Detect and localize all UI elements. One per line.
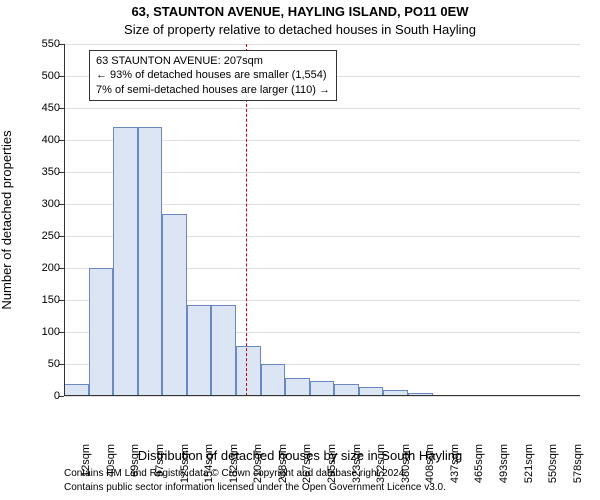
histogram-bar (138, 127, 163, 396)
plot-area: 63 STAUNTON AVENUE: 207sqm ← 93% of deta… (64, 44, 580, 396)
histogram-bar (310, 381, 335, 396)
histogram-bar (162, 214, 187, 396)
y-tick-label: 100 (20, 326, 60, 338)
y-tick-label: 500 (20, 70, 60, 82)
y-tick-label: 200 (20, 262, 60, 274)
y-tick-label: 50 (20, 358, 60, 370)
histogram-bar (113, 127, 138, 396)
y-tick-label: 150 (20, 294, 60, 306)
y-axis-label: Number of detached properties (0, 130, 14, 309)
gridline (64, 108, 580, 109)
annotation-line1: 63 STAUNTON AVENUE: 207sqm (96, 54, 330, 68)
chart-container: 63, STAUNTON AVENUE, HAYLING ISLAND, PO1… (0, 0, 600, 500)
histogram-bar (236, 346, 261, 396)
y-tick-label: 450 (20, 102, 60, 114)
histogram-bar (285, 378, 310, 396)
gridline (64, 396, 580, 397)
y-tick-label: 400 (20, 134, 60, 146)
y-tick-label: 0 (20, 390, 60, 402)
y-tick-label: 250 (20, 230, 60, 242)
chart-title-subtitle: Size of property relative to detached ho… (0, 22, 600, 37)
histogram-bar (211, 305, 236, 396)
x-axis-label: Distribution of detached houses by size … (0, 448, 600, 463)
footer-line2: Contains public sector information licen… (64, 482, 584, 493)
histogram-bar (261, 364, 286, 396)
annotation-box: 63 STAUNTON AVENUE: 207sqm ← 93% of deta… (89, 50, 337, 101)
y-axis-line (64, 44, 65, 396)
histogram-bar (187, 305, 212, 396)
y-tick-label: 550 (20, 38, 60, 50)
histogram-bar (89, 268, 114, 396)
annotation-line3: 7% of semi-detached houses are larger (1… (96, 83, 330, 97)
footer-line1: Contains HM Land Registry data © Crown c… (64, 468, 584, 479)
y-tick-label: 350 (20, 166, 60, 178)
x-axis-line (64, 395, 580, 396)
chart-title-address: 63, STAUNTON AVENUE, HAYLING ISLAND, PO1… (0, 4, 600, 19)
annotation-line2: ← 93% of detached houses are smaller (1,… (96, 68, 330, 82)
y-tick-label: 300 (20, 198, 60, 210)
gridline (64, 44, 580, 45)
